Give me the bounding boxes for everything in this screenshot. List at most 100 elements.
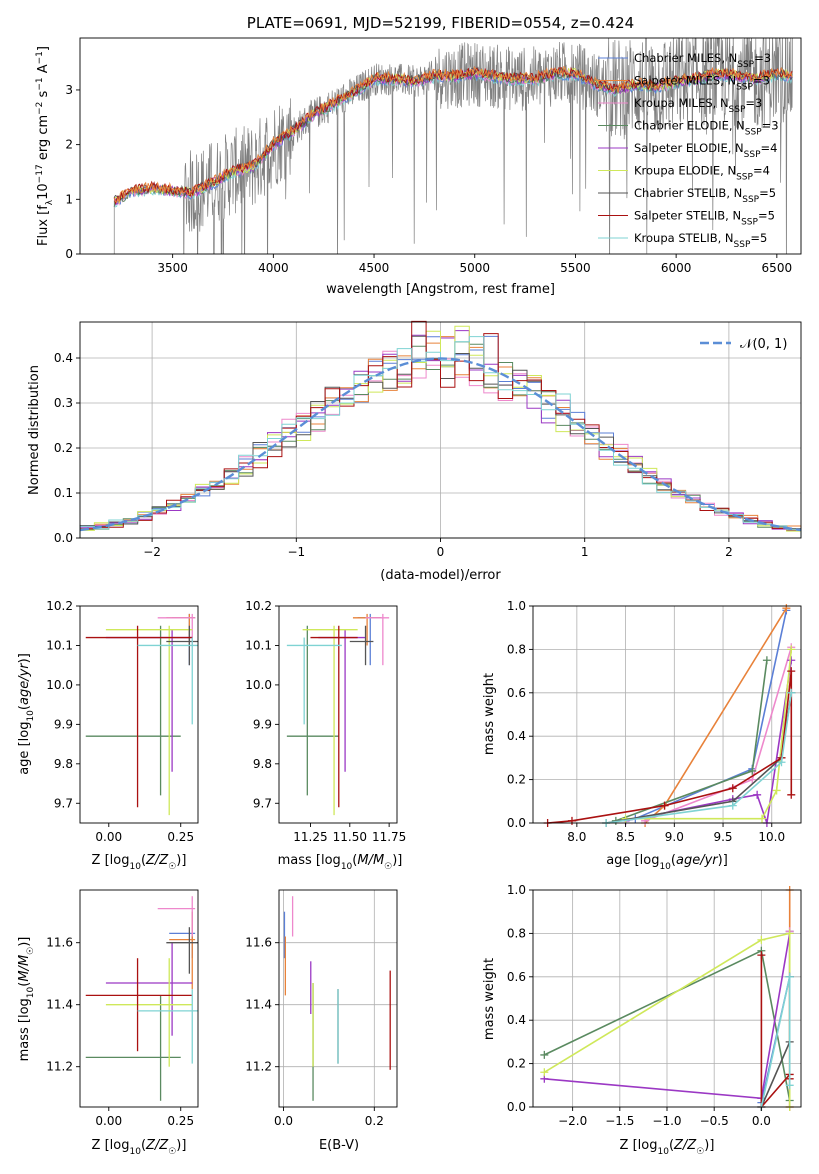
y-axis-label: age [log10(age/yr)]: [17, 653, 36, 775]
legend-label: Chabrier MILES, NSSP=3: [634, 51, 771, 70]
x-axis-label: wavelength [Angstrom, rest frame]: [326, 282, 555, 297]
label-part: 10: [657, 1147, 669, 1157]
x-tick-label: 6000: [661, 261, 692, 275]
label-part: SSP: [729, 105, 746, 115]
label-part: =3: [745, 96, 762, 110]
x-tick-label: −1: [287, 545, 305, 559]
y-tick-label: 1.0: [507, 883, 526, 897]
y-tick-label: 11.2: [46, 1060, 73, 1074]
series-marker-sstelib: [787, 667, 796, 676]
x-axis-label: Z [log10(Z/Z☉)]: [620, 1138, 715, 1157]
y-tick-label: 9.8: [253, 757, 272, 771]
legend-label: Salpeter MILES, NSSP=3: [634, 74, 770, 93]
y-axis-label: mass [log10(M/M☉)]: [17, 937, 36, 1062]
y-tick-label: 10.1: [245, 638, 272, 652]
y-tick-label: 1: [65, 192, 73, 206]
x-tick-label: 0.0: [274, 1114, 293, 1128]
normal-curve: [79, 357, 802, 532]
series-marker-kelodie: [540, 1068, 549, 1077]
y-tick-label: 10.0: [245, 678, 272, 692]
y-tick-label: 10.1: [46, 638, 73, 652]
y-tick-label: 11.2: [245, 1060, 272, 1074]
y-tick-label: 0.4: [507, 729, 526, 743]
legend-label: Kroupa STELIB, NSSP=5: [634, 231, 767, 250]
y-tick-label: 9.8: [54, 757, 73, 771]
y-axis-label: Flux [fλ10−17 erg cm−2 s−1 A−1]: [35, 46, 55, 246]
label-part: ]: [36, 46, 51, 51]
y-tick-label: 0.1: [54, 486, 73, 500]
label-part: Chabrier STELIB, N: [634, 186, 742, 200]
label-part: erg cm: [36, 115, 51, 164]
x-tick-label: 0.00: [95, 1114, 122, 1128]
label-part: Flux [f: [36, 205, 51, 246]
mass_vs_ebv-axes: 0.0 0.2 11.2 11.4 11.6 E(B-V): [245, 889, 398, 1153]
label-part: Z/Z: [673, 1138, 697, 1153]
x-tick-label: 5000: [459, 261, 490, 275]
series-marker-selodie: [753, 790, 762, 799]
x-tick-label: 9.5: [713, 830, 732, 844]
series-marker-smiles: [782, 604, 791, 613]
x-tick-label: 6500: [762, 261, 793, 275]
series-line-cmiles: [634, 610, 788, 820]
label-part: (: [669, 1138, 674, 1153]
label-part: Salpeter MILES, N: [634, 74, 736, 88]
label-part: )]: [176, 853, 186, 868]
axes-frame: [278, 889, 398, 1108]
histogram-kstelib: [79, 336, 802, 538]
axes-frame: [532, 605, 802, 824]
series-marker-kstelib: [777, 758, 786, 767]
label-part: ☉: [26, 947, 36, 955]
series-marker-kstelib: [785, 1081, 794, 1090]
label-part: 10: [129, 1147, 141, 1157]
series-line-kmiles: [644, 646, 793, 822]
series-marker-kelodie: [758, 814, 767, 823]
label-part: age [log: [17, 722, 32, 775]
x-tick-label: −1.0: [652, 1114, 681, 1128]
x-tick-label: 0.2: [365, 1114, 384, 1128]
y-tick-label: 9.9: [54, 717, 73, 731]
label-part: SSP: [744, 150, 761, 160]
label-part: Kroupa ELODIE, N: [634, 164, 736, 178]
x-tick-label: 4500: [359, 261, 390, 275]
data-spectrum: [113, 38, 793, 254]
label-part: Kroupa STELIB, N: [634, 231, 734, 245]
label-part: ☉: [384, 862, 392, 872]
label-part: )]: [392, 853, 402, 868]
legend-label: Salpeter ELODIE, NSSP=4: [634, 141, 777, 160]
series-marker-sstelib: [567, 816, 576, 825]
y-tick-label: 11.4: [245, 998, 272, 1012]
label-part: SSP: [734, 240, 751, 250]
label-part: Chabrier MILES, N: [634, 51, 737, 65]
y-tick-label: 0.0: [54, 531, 73, 545]
y-tick-label: 1.0: [507, 599, 526, 613]
series-marker-kelodie: [757, 935, 766, 944]
x-axis-label: mass [log10(M/M☉)]: [278, 853, 403, 872]
x-tick-label: 0: [437, 545, 445, 559]
series-line-cstelib: [605, 692, 793, 824]
x-tick-label: 11.75: [372, 830, 406, 844]
y-tick-label: 0.6: [507, 970, 526, 984]
label-part: ☉: [168, 1147, 176, 1157]
label-part: Z/Z: [145, 1138, 169, 1153]
y-tick-label: 0.0: [507, 1100, 526, 1114]
label-part: ☉: [696, 1147, 704, 1157]
legend-label: Chabrier ELODIE, NSSP=3: [634, 119, 779, 138]
axes-frame: [79, 889, 199, 1108]
y-tick-label: 0.4: [54, 351, 73, 365]
x-tick-label: 10.0: [758, 830, 785, 844]
label-part: −1: [35, 51, 45, 64]
y-tick-label: 10.0: [46, 678, 73, 692]
y-tick-label: 0.2: [507, 1057, 526, 1071]
series-marker-kelodie: [785, 929, 794, 938]
y-tick-label: 0.3: [54, 396, 73, 410]
y-tick-label: 0: [65, 247, 73, 261]
x-tick-label: 0.25: [167, 1114, 194, 1128]
label-part: (: [141, 853, 146, 868]
y-tick-label: 3: [65, 83, 73, 97]
residuals-axes: −2 −1 0 1 2 0.0 0.1 0.2 0.3 0.4 (data-model)/error…: [27, 320, 802, 583]
x-tick-label: 0.0: [752, 1114, 771, 1128]
x-tick-label: 2: [725, 545, 733, 559]
y-tick-label: 10.2: [46, 599, 73, 613]
